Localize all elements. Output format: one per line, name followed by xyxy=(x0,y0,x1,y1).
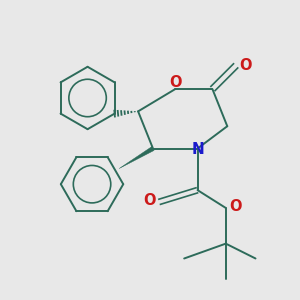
Text: N: N xyxy=(192,142,205,157)
Text: O: O xyxy=(169,75,182,90)
Polygon shape xyxy=(119,147,154,169)
Text: O: O xyxy=(229,199,242,214)
Text: O: O xyxy=(143,193,156,208)
Text: O: O xyxy=(239,58,251,73)
